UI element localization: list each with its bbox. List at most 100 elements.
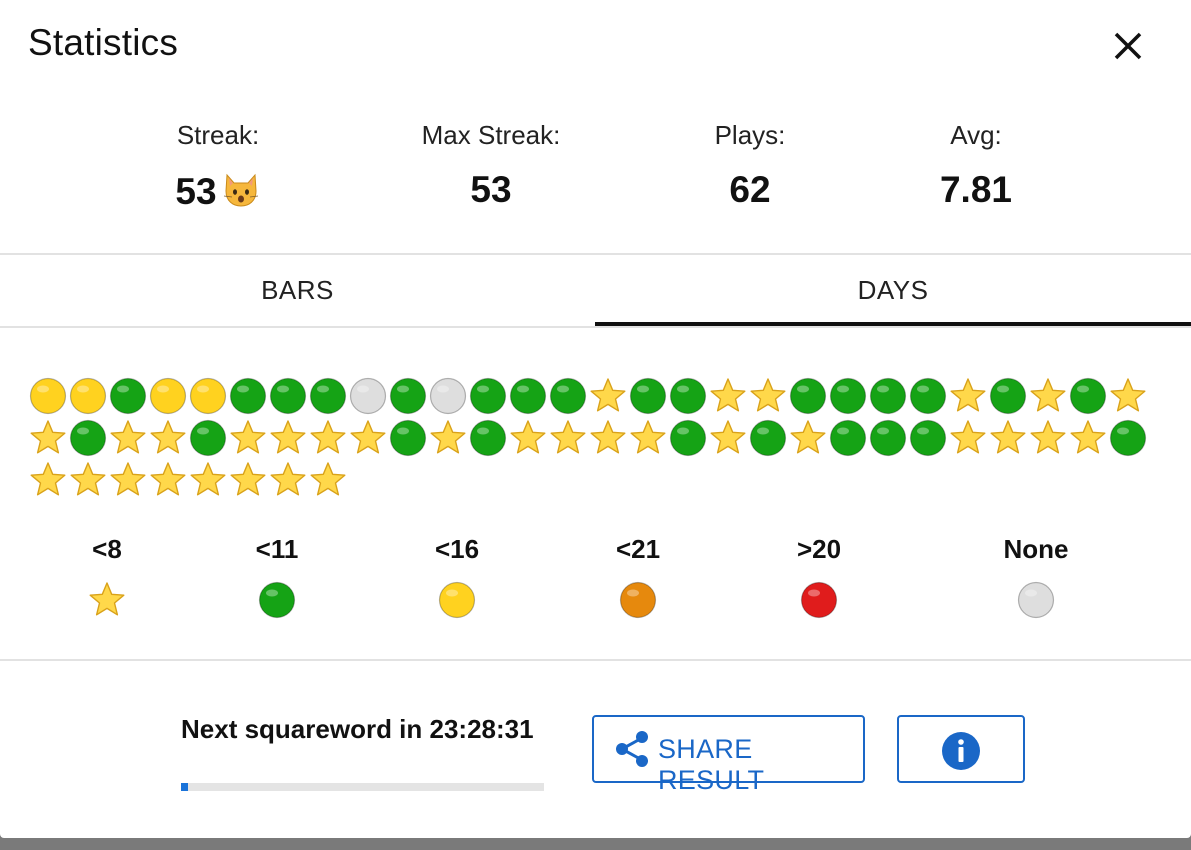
star-icon — [108, 418, 148, 458]
countdown-progress — [181, 783, 544, 791]
info-icon — [942, 732, 980, 770]
countdown-text: Next squareword in 23:28:31 — [181, 714, 534, 744]
star-icon — [548, 418, 588, 458]
green-circle-icon — [468, 418, 508, 458]
green-circle-icon — [988, 376, 1028, 416]
star-icon — [628, 418, 668, 458]
legend-label: <21 — [615, 534, 661, 564]
star-icon — [87, 580, 127, 620]
green-circle-icon — [908, 376, 948, 416]
green-circle-icon — [388, 418, 428, 458]
green-circle-icon — [257, 580, 297, 620]
legend-label: <16 — [434, 534, 480, 564]
stat-label: Max Streak: — [421, 120, 561, 150]
tab-days[interactable]: DAYS — [857, 275, 929, 305]
stat-avg: Avg: 7.81 — [856, 120, 1096, 213]
stat-value: 7.81 — [939, 169, 1012, 210]
yellow-circle-icon — [148, 376, 188, 416]
progress-fill — [181, 783, 189, 791]
close-button[interactable] — [1106, 24, 1150, 68]
star-icon — [428, 418, 468, 458]
star-icon — [708, 418, 748, 458]
yellow-circle-icon — [28, 376, 68, 416]
legend-item: >20 — [749, 534, 889, 620]
green-circle-icon — [668, 418, 708, 458]
tab-indicator — [595, 322, 1191, 326]
stat-label: Plays: — [714, 120, 786, 150]
days-row — [28, 376, 1168, 418]
star-icon — [68, 460, 108, 500]
cat-face-icon — [223, 173, 258, 207]
legend-label: <8 — [92, 534, 122, 564]
star-icon — [588, 376, 628, 416]
stat-label: Avg: — [950, 120, 1002, 150]
divider — [0, 253, 1191, 255]
star-icon — [228, 460, 268, 500]
divider — [0, 659, 1191, 661]
star-icon — [348, 418, 388, 458]
close-icon — [1114, 32, 1142, 60]
star-icon — [228, 418, 268, 458]
star-icon — [588, 418, 628, 458]
red-circle-icon — [799, 580, 839, 620]
green-circle-icon — [828, 376, 868, 416]
green-circle-icon — [388, 376, 428, 416]
share-icon — [616, 731, 648, 767]
green-circle-icon — [268, 376, 308, 416]
stat-value: 53 — [98, 167, 338, 213]
star-icon — [788, 418, 828, 458]
green-circle-icon — [868, 376, 908, 416]
green-circle-icon — [908, 418, 948, 458]
star-icon — [308, 460, 348, 500]
legend-label: <11 — [255, 534, 299, 564]
green-circle-icon — [788, 376, 828, 416]
white-circle-icon — [348, 376, 388, 416]
streak-value: 53 — [175, 171, 217, 213]
star-icon — [1028, 418, 1068, 458]
days-grid — [28, 376, 1168, 502]
legend-item: <8 — [37, 534, 177, 620]
star-icon — [948, 376, 988, 416]
yellow-circle-icon — [437, 580, 477, 620]
share-result-button[interactable]: SHARE RESULT — [592, 715, 865, 795]
green-circle-icon — [548, 376, 588, 416]
stat-plays: Plays: 62 — [630, 120, 870, 213]
share-button-label: SHARE RESULT — [658, 734, 765, 795]
green-circle-icon — [828, 418, 868, 458]
green-circle-icon — [868, 418, 908, 458]
green-circle-icon — [748, 418, 788, 458]
legend-item: <21 — [568, 534, 708, 620]
star-icon — [268, 460, 308, 500]
star-icon — [108, 460, 148, 500]
orange-circle-icon — [618, 580, 658, 620]
star-icon — [1068, 418, 1108, 458]
star-icon — [1028, 376, 1068, 416]
dialog-title: Statistics — [28, 22, 179, 63]
green-circle-icon — [308, 376, 348, 416]
star-icon — [708, 376, 748, 416]
green-circle-icon — [508, 376, 548, 416]
green-circle-icon — [1108, 418, 1148, 458]
star-icon — [148, 418, 188, 458]
star-icon — [28, 460, 68, 500]
star-icon — [148, 460, 188, 500]
info-button[interactable] — [897, 715, 1025, 783]
star-icon — [188, 460, 228, 500]
white-circle-icon — [428, 376, 468, 416]
green-circle-icon — [628, 376, 668, 416]
star-icon — [988, 418, 1028, 458]
green-circle-icon — [108, 376, 148, 416]
green-circle-icon — [1068, 376, 1108, 416]
white-circle-icon — [1016, 580, 1056, 620]
star-icon — [948, 418, 988, 458]
star-icon — [1108, 376, 1148, 416]
stat-value: 53 — [470, 169, 512, 210]
stat-value: 62 — [729, 169, 771, 210]
tab-bars[interactable]: BARS — [261, 275, 334, 305]
green-circle-icon — [188, 418, 228, 458]
stat-label: Streak: — [176, 120, 260, 150]
days-row — [28, 460, 1168, 502]
legend-item: None — [966, 534, 1106, 620]
stat-streak: Streak: 53 — [98, 120, 338, 213]
